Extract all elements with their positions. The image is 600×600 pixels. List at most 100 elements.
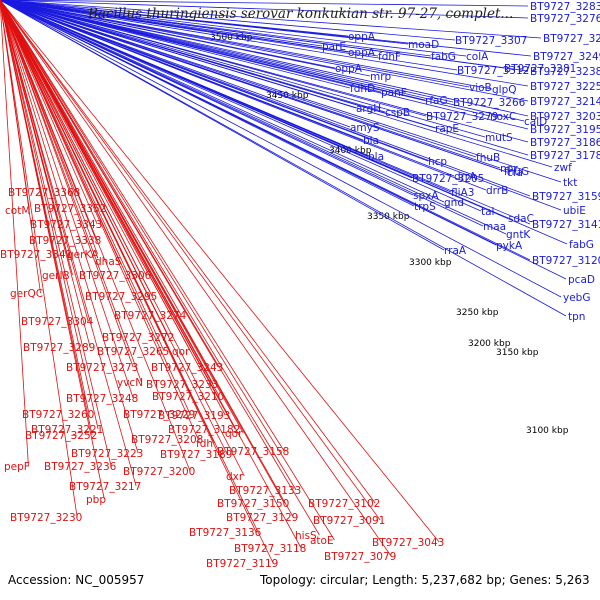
callout-line (0, 0, 147, 276)
callout-line (0, 0, 29, 467)
gene-label: BT9727_3243 (151, 362, 223, 374)
gene-label: BT9727_3119 (206, 558, 278, 570)
callout-line (0, 0, 491, 117)
gene-label: fdh (196, 438, 213, 450)
callout-line (0, 0, 562, 298)
gene-label: BT9727_3271 (543, 33, 600, 45)
gene-label: trpS (414, 201, 436, 213)
callout-line (0, 0, 487, 191)
callout-line (0, 0, 245, 477)
tick-label: 3150 kbp (496, 348, 539, 358)
gene-label: BT9727_3368 (8, 187, 80, 199)
topology-label: Topology: circular; Length: 5,237,682 bp… (260, 573, 590, 587)
callout-line (0, 0, 376, 504)
gene-label: BT9727_3249 (533, 51, 600, 63)
callout-line (0, 0, 436, 129)
callout-line (0, 0, 357, 109)
gene-label: mrp (370, 71, 392, 83)
callout-line (0, 0, 351, 89)
gene-label: BT9727_3205 (412, 173, 484, 185)
callout-line (0, 0, 507, 235)
callout-line (0, 0, 137, 487)
callout-line (0, 0, 112, 467)
callout-line (0, 0, 285, 452)
callout-line (0, 0, 509, 219)
gene-label: BT9727_3238 (530, 66, 600, 78)
gene-label: panF (381, 87, 407, 99)
gene-label: hcp (428, 156, 447, 168)
gene-label: yebG (563, 292, 590, 304)
gene-label: argH (356, 103, 381, 115)
gene-label: BT9727_3260 (22, 409, 94, 421)
tick-label: 3250 kbp (456, 308, 499, 318)
genome-title: Bacillus thuringiensis serovar konkukian… (88, 6, 514, 22)
gene-label: BT9727_3182 (168, 424, 240, 436)
gene-label: atoE (310, 535, 334, 547)
callout-line (0, 0, 191, 472)
callout-line (0, 0, 458, 71)
callout-line (0, 0, 134, 368)
gene-label: BT9727_3102 (308, 498, 380, 510)
gene-label: pepF (4, 461, 30, 473)
gene-label: rraA (444, 245, 467, 257)
gene-label: BT9727_3273 (66, 362, 138, 374)
gene-label: BT9727_3274 (114, 310, 187, 322)
gene-label: qor (172, 346, 190, 358)
callout-line (0, 0, 134, 399)
gene-label: BT9727_3217 (69, 481, 141, 493)
callout-line (0, 0, 381, 521)
gene-label: mutS (485, 132, 513, 144)
gene-label: BT9727_3043 (372, 537, 444, 549)
callout-line (0, 0, 335, 541)
gene-label: BT9727_3281 (504, 63, 576, 75)
gene-label: dxr (226, 471, 244, 483)
gene-label: pbp (86, 494, 106, 506)
gene-label: BT9727_3221 (31, 424, 103, 436)
callout-line (0, 0, 199, 440)
gene-label: BT9727_3136 (189, 527, 262, 539)
gene-label: BT9727_3158 (217, 446, 289, 458)
gene-label: BT9727_3141 (532, 219, 600, 231)
gene-label: tpn (568, 311, 585, 323)
gene-label: BT9727_3118 (234, 543, 306, 555)
callout-lines-layer (0, 0, 568, 564)
callout-line (0, 0, 191, 415)
gene-label: yvcN (117, 377, 143, 389)
callout-line (0, 0, 91, 348)
accession-label: Accession: NC_005957 (8, 573, 145, 587)
gene-label: BT9727_3272 (102, 332, 174, 344)
gene-label: oppA (348, 31, 376, 43)
callout-line (0, 0, 529, 102)
callout-line (0, 0, 482, 212)
callout-line (0, 0, 302, 549)
callout-line (0, 0, 142, 383)
gene-label: BT9727_3307 (455, 35, 527, 47)
gene-label: BT9727_3248 (66, 393, 138, 405)
gene-label: BT9727_3265 (97, 346, 169, 358)
gene-label: maa (483, 221, 506, 233)
callout-line (0, 0, 351, 128)
gene-label: BT9727_3159 (532, 191, 600, 203)
gene-label: BT9727_3129 (226, 512, 298, 524)
gene-label: BT9727_3289 (23, 342, 95, 354)
callout-line (0, 0, 477, 158)
gene-label: spxA (413, 190, 439, 202)
gene-label: bla (368, 151, 384, 163)
gene-label: parE (322, 41, 346, 53)
callout-line (0, 0, 440, 543)
gene-label: BT9727_3079 (324, 551, 396, 563)
callout-line (0, 0, 165, 352)
callout-line (0, 0, 508, 173)
gene-label: noxC (490, 111, 516, 123)
callout-line (0, 0, 41, 294)
gene-label: npr (500, 163, 518, 175)
callout-line (0, 0, 529, 87)
tick-label: 3450 kbp (266, 91, 309, 101)
tick-label: 3100 kbp (526, 426, 569, 436)
gene-label: rapE (435, 123, 459, 135)
gene-label: cfa (507, 167, 523, 179)
callout-line (0, 0, 505, 69)
gene-label: amyS (350, 122, 380, 134)
callout-line (0, 0, 392, 557)
